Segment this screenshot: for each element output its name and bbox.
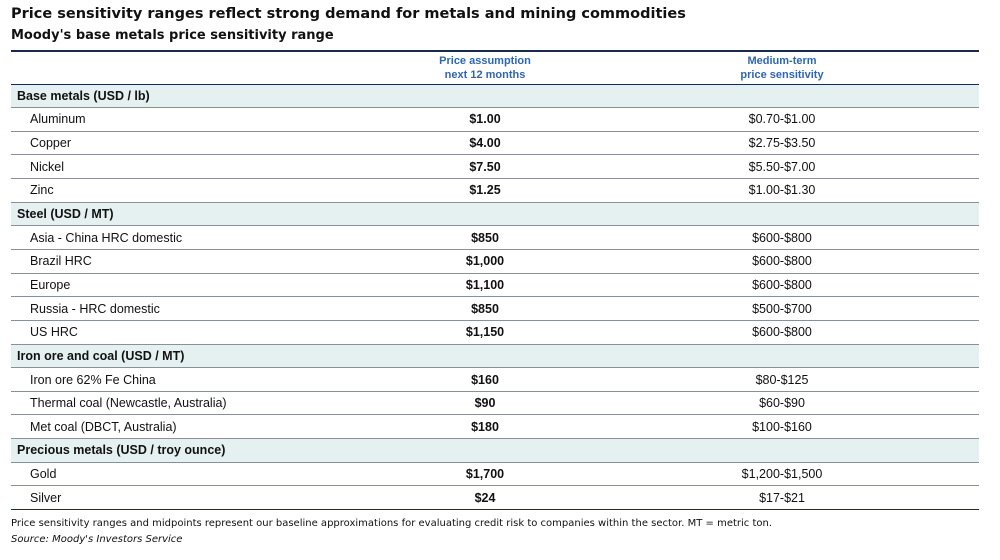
table-row: Silver $24 $17-$21 [11, 485, 979, 511]
price-sensitivity-range: $17-$21 [585, 485, 979, 511]
category-label: Precious metals (USD / troy ounce) [11, 438, 385, 463]
commodity-name: Nickel [11, 154, 385, 180]
commodity-name: Zinc [11, 178, 385, 203]
commodity-name: Copper [11, 131, 385, 156]
category-label: Iron ore and coal (USD / MT) [11, 344, 385, 369]
table-row: Aluminum $1.00 $0.70-$1.00 [11, 107, 979, 132]
price-assumption: $850 [385, 225, 585, 250]
price-sensitivity-range: $0.70-$1.00 [585, 107, 979, 132]
category-empty-cell [385, 344, 585, 369]
commodity-name: Gold [11, 462, 385, 487]
table-row: Brazil HRC $1,000 $600-$800 [11, 249, 979, 274]
price-sensitivity-range: $1.00-$1.30 [585, 178, 979, 203]
price-sensitivity-range: $2.75-$3.50 [585, 131, 979, 156]
category-empty-cell [385, 202, 585, 227]
price-assumption: $90 [385, 391, 585, 416]
category-empty-cell [585, 84, 979, 109]
table-row: Thermal coal (Newcastle, Australia) $90 $6… [11, 391, 979, 416]
price-sensitivity-range: $60-$90 [585, 391, 979, 416]
price-assumption: $180 [385, 414, 585, 440]
category-empty-cell [385, 438, 585, 463]
price-assumption: $24 [385, 485, 585, 511]
table-row: Copper $4.00 $2.75-$3.50 [11, 131, 979, 156]
category-row: Base metals (USD / lb) [11, 84, 979, 109]
price-assumption: $1,000 [385, 249, 585, 274]
table-row: Europe $1,100 $600-$800 [11, 273, 979, 298]
commodity-name: Met coal (DBCT, Australia) [11, 414, 385, 440]
commodity-name: Thermal coal (Newcastle, Australia) [11, 391, 385, 416]
category-label: Steel (USD / MT) [11, 202, 385, 227]
price-assumption: $1.00 [385, 107, 585, 132]
commodity-name: Brazil HRC [11, 249, 385, 274]
commodity-name: US HRC [11, 320, 385, 345]
page-title: Price sensitivity ranges reflect strong … [11, 6, 686, 22]
price-assumption: $160 [385, 367, 585, 392]
price-sensitivity-range: $600-$800 [585, 320, 979, 345]
price-sensitivity-range: $500-$700 [585, 296, 979, 321]
footnote: Price sensitivity ranges and midpoints r… [11, 518, 773, 529]
header-price-assumption-line1: Price assumption [439, 54, 531, 67]
category-empty-cell [585, 344, 979, 369]
price-assumption: $1.25 [385, 178, 585, 203]
table-row: Nickel $7.50 $5.50-$7.00 [11, 154, 979, 180]
header-price-sensitivity: Medium-term price sensitivity [585, 50, 979, 85]
category-empty-cell [385, 84, 585, 109]
price-sensitivity-range: $1,200-$1,500 [585, 462, 979, 487]
category-empty-cell [585, 202, 979, 227]
table-subtitle: Moody's base metals price sensitivity ra… [11, 28, 334, 43]
header-price-sensitivity-line2: price sensitivity [740, 68, 824, 81]
price-sensitivity-range: $600-$800 [585, 225, 979, 250]
category-row: Steel (USD / MT) [11, 202, 979, 227]
source-note: Source: Moody's Investors Service [11, 534, 183, 545]
price-sensitivity-range: $5.50-$7.00 [585, 154, 979, 180]
commodity-name: Europe [11, 273, 385, 298]
price-sensitivity-range: $100-$160 [585, 414, 979, 440]
price-assumption: $1,100 [385, 273, 585, 298]
header-price-assumption: Price assumption next 12 months [385, 50, 585, 85]
header-price-assumption-line2: next 12 months [444, 68, 526, 81]
table-row: Russia - HRC domestic $850 $500-$700 [11, 296, 979, 321]
table-row: Gold $1,700 $1,200-$1,500 [11, 462, 979, 487]
price-assumption: $1,150 [385, 320, 585, 345]
price-assumption: $850 [385, 296, 585, 321]
table-row: US HRC $1,150 $600-$800 [11, 320, 979, 345]
table-body: Base metals (USD / lb) Aluminum $1.00 $0.70… [11, 84, 979, 511]
price-sensitivity-range: $600-$800 [585, 273, 979, 298]
price-sensitivity-table: Price assumption next 12 months Medium-t… [11, 50, 979, 511]
price-assumption: $1,700 [385, 462, 585, 487]
table-row: Iron ore 62% Fe China $160 $80-$125 [11, 367, 979, 392]
commodity-name: Aluminum [11, 107, 385, 132]
commodity-name: Iron ore 62% Fe China [11, 367, 385, 392]
price-sensitivity-range: $600-$800 [585, 249, 979, 274]
category-row: Iron ore and coal (USD / MT) [11, 344, 979, 369]
price-sensitivity-range: $80-$125 [585, 367, 979, 392]
price-sensitivity-table-container: Price assumption next 12 months Medium-t… [11, 50, 979, 511]
category-empty-cell [585, 438, 979, 463]
price-assumption: $7.50 [385, 154, 585, 180]
commodity-name: Russia - HRC domestic [11, 296, 385, 321]
table-row: Asia - China HRC domestic $850 $600-$800 [11, 225, 979, 250]
price-assumption: $4.00 [385, 131, 585, 156]
category-label: Base metals (USD / lb) [11, 84, 385, 109]
header-commodity [11, 50, 385, 85]
table-header-row: Price assumption next 12 months Medium-t… [11, 50, 979, 85]
commodity-name: Asia - China HRC domestic [11, 225, 385, 250]
table-row: Met coal (DBCT, Australia) $180 $100-$160 [11, 414, 979, 440]
table-row: Zinc $1.25 $1.00-$1.30 [11, 178, 979, 203]
commodity-name: Silver [11, 485, 385, 511]
category-row: Precious metals (USD / troy ounce) [11, 438, 979, 463]
header-price-sensitivity-line1: Medium-term [747, 54, 817, 67]
